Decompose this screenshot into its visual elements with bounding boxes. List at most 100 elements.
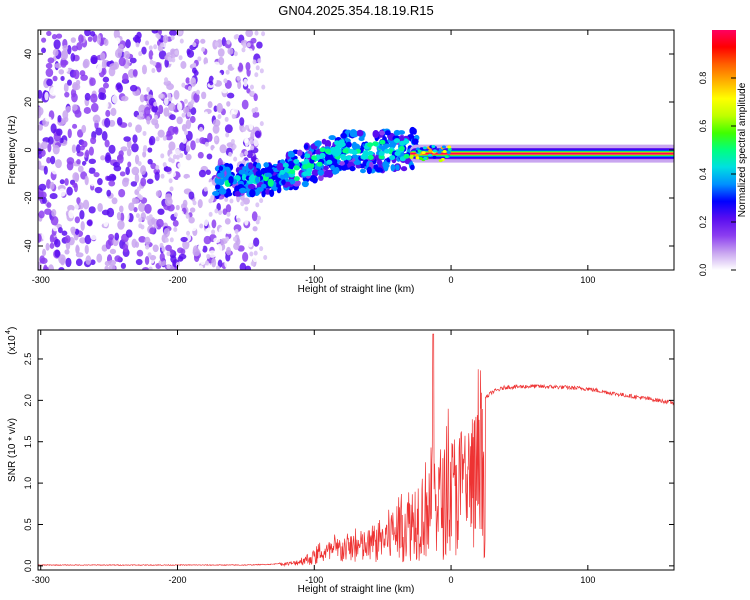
spectrogram-cell	[145, 244, 150, 250]
spectrogram-cell	[372, 129, 380, 139]
spectrogram-cell	[225, 204, 232, 213]
spectrogram-cell	[367, 142, 374, 148]
colorbar-tick-label: 0.0	[698, 264, 708, 277]
spectrogram-cell	[44, 91, 49, 101]
spectrogram-cell	[72, 123, 78, 129]
spectrogram-cell	[241, 47, 246, 53]
spectrogram-cell	[151, 118, 159, 126]
spectrogram-cell	[98, 92, 105, 100]
spectrogram-cell	[192, 200, 197, 206]
spectrogram-cell	[398, 145, 405, 151]
spectrogram-cell	[81, 160, 87, 166]
spectrogram-ytick-label: -40	[23, 239, 33, 252]
spectrogram-cell	[345, 155, 352, 161]
spectrogram-cell	[218, 165, 224, 171]
spectrogram-cell	[58, 267, 65, 270]
spectrogram-cell	[101, 131, 108, 141]
spectrogram-cell	[57, 115, 62, 123]
spectrogram-cell	[50, 155, 56, 165]
spectrogram-cell	[261, 31, 266, 37]
spectrogram-cell	[162, 34, 169, 44]
spectrogram-cell	[239, 152, 244, 158]
spectrogram-cell	[242, 43, 247, 49]
spectrogram-cell	[51, 208, 57, 217]
spectrogram-cell	[126, 148, 132, 157]
spectrogram-cell	[74, 228, 80, 235]
spectrogram-cell	[122, 111, 128, 122]
spectrogram-cell	[168, 178, 173, 184]
spectrogram-cell	[242, 166, 248, 171]
spectrogram-cell	[95, 127, 103, 136]
spectrogram-cell	[428, 149, 433, 153]
spectrogram-cell	[155, 190, 161, 198]
spectrogram-cell	[54, 239, 61, 248]
spectrogram-cell	[245, 30, 254, 38]
spectrogram-cell	[287, 160, 295, 169]
spectrogram-cell	[118, 150, 124, 157]
spectrogram-cell	[84, 30, 91, 37]
spectrogram-cell	[41, 230, 48, 241]
spectrogram-cell	[148, 49, 154, 60]
spectrogram-cell	[60, 75, 65, 82]
spectrogram-cell	[228, 151, 233, 157]
spectrogram-cell	[108, 264, 116, 270]
spectrogram-xtick-label: -300	[32, 275, 50, 285]
spectrogram-cell	[119, 205, 124, 213]
spectrogram-cell	[193, 69, 199, 76]
spectrogram-cell	[228, 175, 234, 184]
spectrogram-cell	[138, 51, 143, 57]
spectrogram-cell	[157, 208, 165, 215]
spectrogram-cell	[366, 166, 372, 175]
spectrogram-cell	[206, 253, 211, 259]
spectrogram-cell	[224, 218, 231, 225]
spectrogram-cell	[218, 226, 227, 236]
spectrogram-cell	[167, 125, 176, 136]
spectrogram-cell	[170, 35, 175, 41]
spectrogram-cell	[185, 145, 191, 153]
spectrogram-cell	[250, 145, 255, 151]
spectrogram-cell	[239, 262, 247, 270]
spectrogram-cell	[102, 67, 107, 76]
spectrogram-cell	[88, 167, 96, 174]
spectrogram-cell	[96, 34, 102, 45]
snr-xtick-label: 100	[580, 575, 595, 585]
snr-scale-label: (x10 4 )	[5, 327, 18, 355]
spectrogram-cell	[85, 255, 92, 266]
spectrogram-cell	[195, 30, 203, 37]
spectrogram-cell	[203, 216, 209, 227]
spectrogram-cell	[154, 171, 160, 181]
spectrogram-cell	[110, 174, 117, 181]
spectrogram-cell	[246, 42, 251, 48]
spectrogram-cell	[202, 245, 208, 253]
spectrogram-cell	[45, 242, 50, 251]
spectrogram-cell	[367, 154, 374, 160]
spectrogram-cell	[106, 175, 112, 181]
spectrogram-cell	[123, 50, 131, 59]
spectrogram-cell	[58, 227, 63, 234]
spectrogram-cell	[96, 253, 103, 263]
spectrogram-cell	[207, 101, 213, 109]
spectrogram-cell	[163, 166, 172, 172]
spectrogram-cell	[393, 129, 401, 136]
spectrogram-cell	[49, 181, 55, 190]
spectrogram-cell	[60, 59, 69, 66]
snr-xtick-label: -100	[305, 575, 323, 585]
spectrogram-cell	[104, 260, 111, 267]
spectrogram-cell	[231, 264, 237, 270]
spectrogram-cell	[71, 104, 78, 111]
spectrogram-cell	[253, 93, 258, 102]
spectrogram-cell	[45, 62, 53, 69]
spectrogram-cell	[219, 144, 227, 154]
spectrogram-cell	[38, 89, 43, 99]
spectrogram-cell	[362, 150, 369, 156]
spectrogram-cell	[104, 117, 111, 128]
spectrogram-cell	[250, 37, 257, 44]
spectrogram-cell	[193, 92, 200, 103]
spectrogram-cell	[43, 221, 52, 230]
spectrogram-cell	[140, 165, 147, 176]
spectrogram-cell	[181, 134, 187, 144]
spectrogram-cell	[157, 129, 165, 138]
spectrogram-cell	[169, 237, 174, 243]
spectrogram-cell	[256, 41, 263, 49]
spectrogram-cell	[330, 164, 335, 171]
